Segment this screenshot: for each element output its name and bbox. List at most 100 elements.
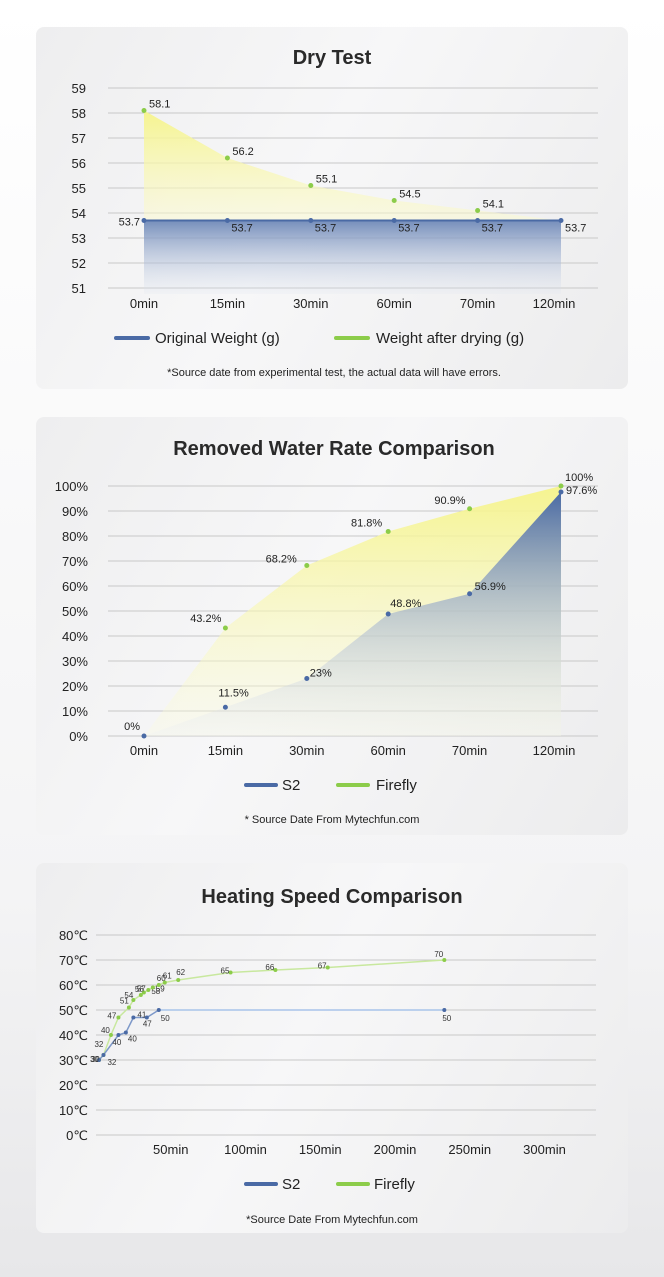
after-drying-point [308,183,314,188]
s2-point [116,1033,121,1037]
y-tick-label: 0% [69,729,88,744]
firefly-label: 62 [176,968,185,977]
x-tick-label: 250min [448,1142,491,1157]
y-tick-label: 100% [55,479,89,494]
s2-point [385,611,391,617]
water-rate-chart: Removed Water Rate Comparison 0% 10% 20% 30%… [55,438,598,826]
y-tick-label: 20℃ [59,1078,88,1093]
x-tick-label: 150min [299,1142,342,1157]
source-note: *Source Date From Mytechfun.com [246,1214,418,1226]
x-tick-label: 30min [289,743,324,758]
chart-title: Dry Test [293,47,372,69]
original-weight-label: 53.7 [398,223,419,235]
original-weight-area [144,220,561,294]
firefly-label: 43.2% [190,613,221,625]
s2-label: 50 [442,1014,451,1023]
heating-speed-chart: Heating Speed Comparison 0℃ 10℃ 20℃ 30℃ 40℃ 50… [59,886,596,1226]
after-drying-point [391,198,397,203]
dry-test-chart: Dry Test 51 52 53 54 55 56 57 58 59 0min 15min 30min… [72,47,598,379]
firefly-point [141,990,146,995]
y-tick-label: 30℃ [59,1053,88,1068]
firefly-label: 57 [137,985,146,994]
s2-point [131,1015,136,1020]
s2-label: 50 [161,1014,170,1023]
y-tick-label: 51 [72,281,86,296]
legend-label-original: Original Weight (g) [155,330,280,347]
original-weight-point [475,218,481,223]
x-tick-label: 50min [153,1142,188,1157]
original-weight-label: 53.7 [119,217,140,229]
s2-point [467,591,473,597]
s2-area [144,492,561,736]
s2-label: 30 [90,1055,99,1064]
firefly-point [126,1005,131,1010]
original-weight-point [141,218,147,223]
x-tick-label: 100min [224,1142,267,1157]
y-tick-label: 60% [62,579,88,594]
original-weight-point [558,218,564,223]
x-tick-label: 0min [130,743,158,758]
original-weight-label: 53.7 [482,223,503,235]
after-drying-label: 55.1 [316,174,337,186]
s2-label: 97.6% [566,485,597,497]
y-tick-label: 40% [62,629,88,644]
firefly-point [146,988,151,992]
firefly-point [273,968,278,972]
x-tick-label: 60min [376,296,411,311]
y-tick-label: 90% [62,504,88,519]
firefly-point [467,506,473,512]
y-tick-label: 55 [72,181,86,196]
s2-point [304,676,310,681]
s2-label: 48.8% [390,598,421,610]
x-tick-label: 120min [533,296,576,311]
after-drying-point [224,155,230,161]
firefly-point [162,980,167,985]
source-note: * Source Date From Mytechfun.com [245,814,420,826]
x-tick-label: 70min [452,743,487,758]
firefly-label: 100% [565,472,593,484]
s2-point [222,704,228,710]
legend-label-after: Weight after drying (g) [376,330,524,347]
firefly-label: 47 [107,1012,116,1021]
s2-point [156,1008,161,1012]
s2-label: 0% [124,721,140,733]
y-tick-label: 54 [72,206,86,221]
s2-label: 56.9% [475,581,506,593]
legend-label-firefly: Firefly [376,777,417,794]
firefly-point [228,970,233,975]
firefly-point [156,983,161,987]
firefly-point [131,998,136,1002]
y-tick-label: 10% [62,704,88,719]
firefly-label: 60 [157,974,166,983]
source-note: *Source date from experimental test, the… [167,367,501,379]
y-tick-label: 59 [72,81,86,96]
y-tick-label: 57 [72,131,86,146]
y-tick-label: 70% [62,554,88,569]
y-tick-label: 20% [62,679,88,694]
firefly-point [108,1033,113,1037]
after-drying-label: 54.5 [399,189,420,201]
s2-point [96,1058,101,1062]
y-tick-label: 53 [72,231,86,246]
s2-label: 40 [112,1038,121,1047]
s2-label: 32 [107,1058,116,1067]
y-tick-label: 80% [62,529,88,544]
y-tick-label: 60℃ [59,978,88,993]
s2-point [144,1015,149,1020]
firefly-point [325,965,330,970]
firefly-point [558,483,564,489]
original-weight-point [391,218,397,223]
y-tick-label: 50% [62,604,88,619]
firefly-label: 70 [434,950,443,959]
s2-point [123,1030,128,1035]
firefly-label: 59 [156,985,165,994]
legend-label-s2: S2 [282,1176,300,1193]
firefly-point [176,978,181,982]
y-tick-label: 80℃ [59,928,88,943]
firefly-label: 56 [135,985,144,994]
y-tick-label: 70℃ [59,953,88,968]
legend-label-firefly: Firefly [374,1176,415,1193]
original-weight-label: 53.7 [231,223,252,235]
y-tick-label: 0℃ [66,1128,88,1143]
firefly-label: 67 [318,962,327,971]
